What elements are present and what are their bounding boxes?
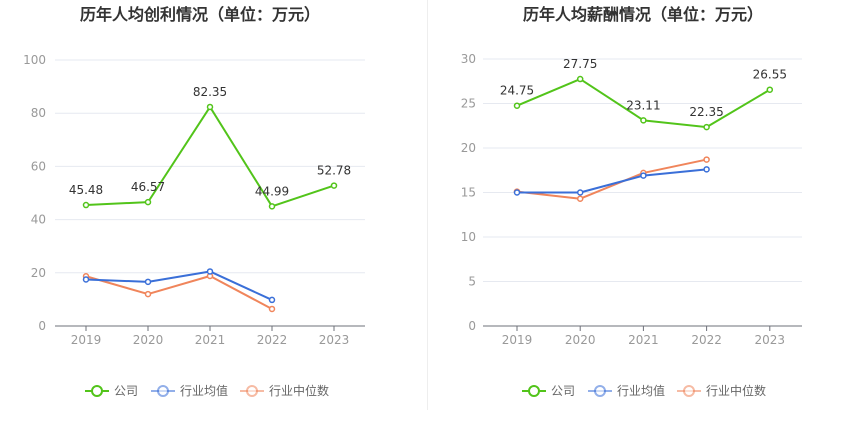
y-tick-label: 5 bbox=[468, 275, 476, 289]
data-point bbox=[640, 172, 647, 179]
x-tick-label: 2020 bbox=[565, 333, 596, 347]
y-tick-label: 0 bbox=[468, 319, 476, 333]
data-label: 52.78 bbox=[317, 164, 351, 178]
x-tick-label: 2019 bbox=[502, 333, 533, 347]
x-tick-label: 2021 bbox=[628, 333, 659, 347]
data-label: 27.75 bbox=[563, 57, 597, 71]
profit-per-capita-chart: 历年人均创利情况（单位：万元） 0 20 40 60 80 100 2019 2020 2021 2… bbox=[23, 5, 365, 398]
legend-marker-0 bbox=[528, 385, 540, 397]
chart-title: 历年人均创利情况（单位：万元） bbox=[80, 5, 320, 24]
data-point bbox=[144, 278, 152, 286]
y-tick-label: 10 bbox=[461, 230, 476, 244]
data-point bbox=[640, 117, 647, 124]
y-tick-label: 40 bbox=[31, 213, 46, 227]
chart-title: 历年人均薪酬情况（单位：万元） bbox=[523, 5, 763, 24]
y-tick-label: 80 bbox=[31, 106, 46, 120]
data-label: 23.11 bbox=[626, 98, 660, 112]
series-line-2 bbox=[85, 274, 273, 310]
data-label: 45.48 bbox=[69, 183, 103, 197]
data-point bbox=[268, 203, 276, 210]
legend-label-2: 行业中位数 bbox=[269, 383, 329, 398]
legend-marker-2 bbox=[683, 385, 695, 397]
x-tick-label: 2019 bbox=[71, 333, 102, 347]
data-point bbox=[703, 123, 710, 131]
data-point bbox=[82, 201, 90, 209]
legend-label-2: 行业中位数 bbox=[706, 383, 766, 398]
salary-per-capita-chart: 历年人均薪酬情况（单位：万元） 0 5 10 15 20 25 30 2019 2020 2021 2… bbox=[461, 5, 802, 398]
data-label: 24.75 bbox=[500, 84, 534, 98]
legend-label-1: 行业均值 bbox=[617, 383, 665, 398]
y-tick-label: 20 bbox=[461, 141, 476, 155]
data-point bbox=[513, 189, 521, 196]
x-tick-label: 2022 bbox=[691, 333, 722, 347]
data-point bbox=[268, 305, 276, 313]
data-point bbox=[513, 102, 521, 109]
data-point bbox=[144, 198, 152, 206]
data-point bbox=[576, 189, 584, 196]
y-tick-label: 60 bbox=[31, 159, 46, 173]
data-label: 82.35 bbox=[193, 85, 227, 99]
x-tick-label: 2022 bbox=[257, 333, 288, 347]
x-tick-label: 2023 bbox=[755, 333, 786, 347]
data-label: 22.35 bbox=[689, 105, 723, 119]
legend-label-0: 公司 bbox=[114, 384, 138, 398]
data-point bbox=[268, 296, 276, 304]
data-point bbox=[766, 86, 774, 93]
y-tick-label: 0 bbox=[38, 319, 46, 333]
y-tick-label: 20 bbox=[31, 266, 46, 280]
data-point bbox=[144, 290, 152, 298]
legend-marker-1 bbox=[594, 385, 606, 397]
data-point bbox=[82, 276, 90, 283]
data-point bbox=[576, 195, 584, 202]
y-tick-label: 100 bbox=[23, 53, 46, 67]
legend-label-0: 公司 bbox=[551, 384, 575, 398]
chart-divider bbox=[427, 0, 428, 410]
data-label: 46.57 bbox=[131, 180, 165, 194]
data-point bbox=[206, 103, 214, 111]
data-point bbox=[206, 268, 214, 275]
y-tick-label: 15 bbox=[461, 186, 476, 200]
legend-marker-2 bbox=[246, 385, 258, 397]
y-tick-label: 25 bbox=[461, 97, 476, 111]
data-label: 26.55 bbox=[753, 68, 787, 82]
data-point bbox=[576, 75, 584, 83]
x-tick-label: 2021 bbox=[195, 333, 226, 347]
series-line-1 bbox=[517, 168, 707, 194]
data-label: 44.99 bbox=[255, 184, 289, 198]
series-line-0 bbox=[85, 105, 335, 208]
legend-marker-1 bbox=[157, 385, 169, 397]
data-point bbox=[703, 156, 710, 163]
series-line-1 bbox=[85, 270, 273, 301]
series-line-2 bbox=[516, 158, 707, 200]
legend-label-1: 行业均值 bbox=[180, 383, 228, 398]
x-tick-label: 2023 bbox=[319, 333, 350, 347]
x-tick-label: 2020 bbox=[133, 333, 164, 347]
y-tick-label: 30 bbox=[461, 52, 476, 66]
data-point bbox=[703, 166, 710, 173]
legend-marker-0 bbox=[91, 385, 103, 397]
data-point bbox=[330, 182, 338, 189]
